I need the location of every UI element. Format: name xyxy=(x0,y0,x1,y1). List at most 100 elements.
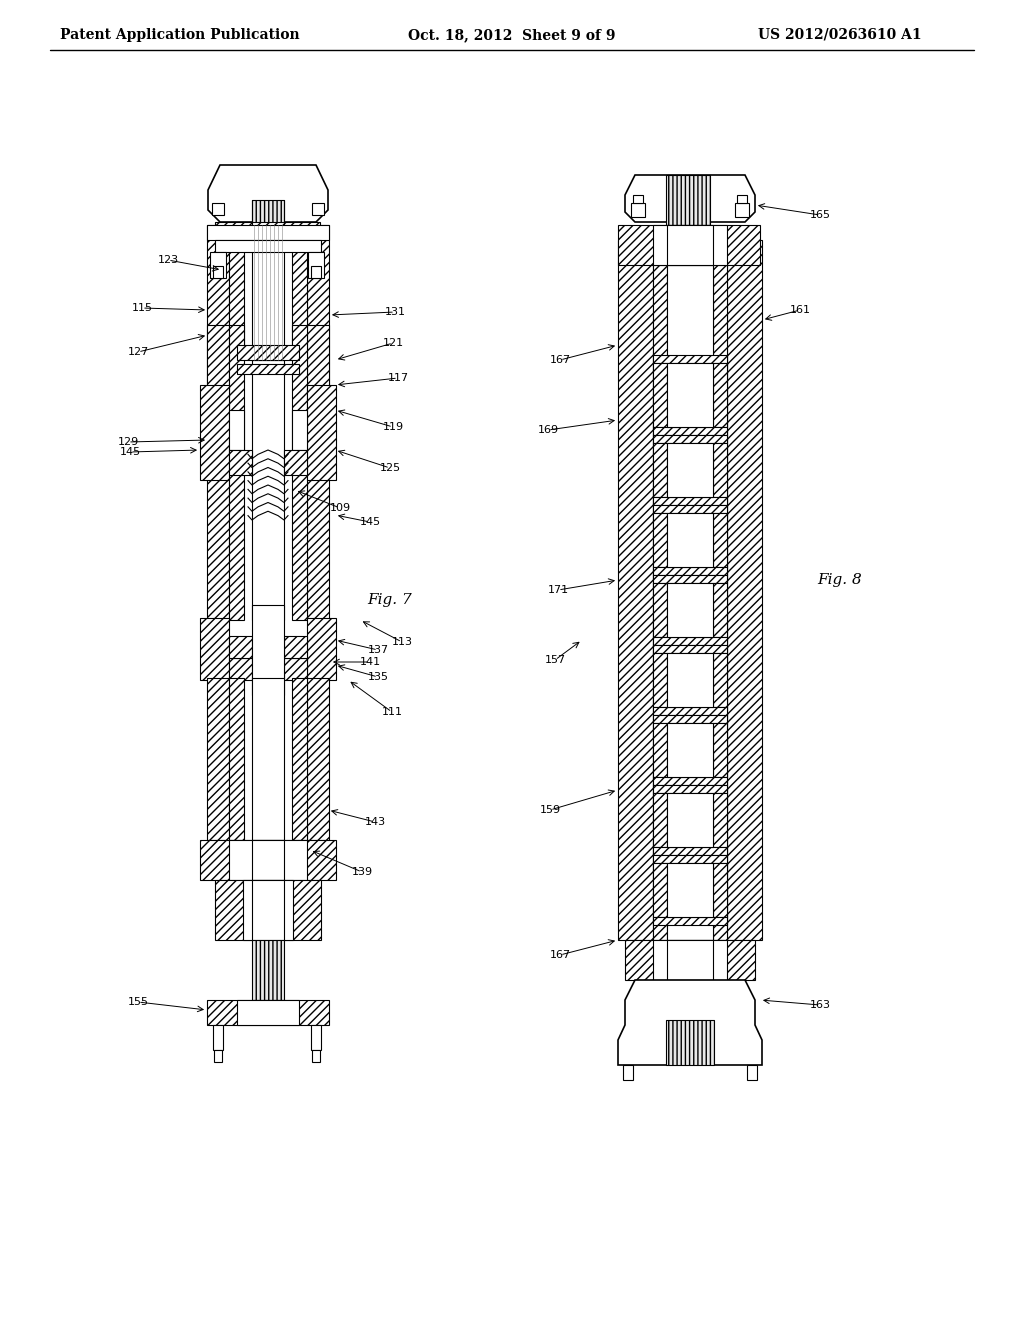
Text: US 2012/0263610 A1: US 2012/0263610 A1 xyxy=(758,28,922,42)
Bar xyxy=(667,513,713,568)
Bar xyxy=(653,645,727,653)
Text: 139: 139 xyxy=(351,867,373,876)
Polygon shape xyxy=(618,979,762,1065)
Text: 111: 111 xyxy=(382,708,402,717)
Bar xyxy=(653,436,727,444)
Bar xyxy=(667,940,713,979)
Bar xyxy=(252,678,284,840)
Bar xyxy=(653,855,727,863)
Bar xyxy=(713,793,727,847)
Text: 157: 157 xyxy=(545,655,565,665)
Bar xyxy=(252,880,284,940)
Text: 123: 123 xyxy=(158,255,178,265)
Bar xyxy=(653,708,727,715)
Bar xyxy=(625,940,755,979)
Bar xyxy=(284,450,307,475)
Bar xyxy=(667,863,713,917)
Text: 143: 143 xyxy=(365,817,386,828)
Bar xyxy=(229,224,244,345)
Bar xyxy=(312,1049,319,1063)
Bar xyxy=(618,224,760,265)
Bar xyxy=(746,1065,757,1080)
Bar xyxy=(713,583,727,638)
Bar xyxy=(727,240,762,940)
Bar xyxy=(653,513,667,568)
Text: 129: 129 xyxy=(118,437,138,447)
Bar xyxy=(237,364,299,374)
Bar xyxy=(252,840,284,880)
Bar xyxy=(307,678,329,840)
Bar xyxy=(653,653,667,708)
Bar xyxy=(653,723,667,777)
Text: 171: 171 xyxy=(548,585,568,595)
Text: 127: 127 xyxy=(127,347,148,356)
Bar xyxy=(713,653,727,708)
Bar xyxy=(212,203,224,215)
Text: 145: 145 xyxy=(359,517,381,527)
Bar xyxy=(307,618,336,680)
Bar xyxy=(623,1065,633,1080)
Bar xyxy=(200,618,229,680)
Bar xyxy=(735,203,749,216)
Bar xyxy=(713,513,727,568)
Bar xyxy=(653,638,727,645)
Bar xyxy=(200,385,229,480)
Bar xyxy=(284,657,307,680)
Bar xyxy=(667,224,713,265)
Text: 135: 135 xyxy=(368,672,388,682)
Bar xyxy=(237,1001,299,1026)
Bar xyxy=(207,1001,329,1026)
Text: 159: 159 xyxy=(540,805,560,814)
Bar xyxy=(653,847,727,855)
Text: 137: 137 xyxy=(368,645,388,655)
Text: 161: 161 xyxy=(790,305,811,315)
Text: 119: 119 xyxy=(382,422,403,432)
Bar xyxy=(737,195,746,203)
Text: 113: 113 xyxy=(391,638,413,647)
Text: 121: 121 xyxy=(382,338,403,348)
Bar xyxy=(653,715,727,723)
Bar xyxy=(292,678,307,840)
Text: 167: 167 xyxy=(550,950,570,960)
Text: 117: 117 xyxy=(387,374,409,383)
Bar xyxy=(229,840,307,880)
Text: 165: 165 xyxy=(810,210,830,220)
Bar xyxy=(653,224,727,265)
Bar xyxy=(213,267,223,279)
Bar xyxy=(653,785,727,793)
Text: 155: 155 xyxy=(128,997,148,1007)
Bar xyxy=(229,411,244,450)
Bar xyxy=(229,678,244,840)
Text: Patent Application Publication: Patent Application Publication xyxy=(60,28,300,42)
Bar xyxy=(653,426,727,436)
Bar xyxy=(653,355,727,363)
Bar xyxy=(667,240,713,940)
Polygon shape xyxy=(215,240,321,252)
Bar xyxy=(713,723,727,777)
Bar xyxy=(653,917,727,925)
Bar xyxy=(292,224,307,345)
Text: 145: 145 xyxy=(120,447,140,457)
Bar xyxy=(653,940,727,979)
Bar xyxy=(200,840,336,880)
Bar xyxy=(207,678,229,840)
Bar xyxy=(237,345,299,360)
Bar xyxy=(631,203,645,216)
Bar xyxy=(252,224,284,360)
Text: Fig. 7: Fig. 7 xyxy=(368,593,413,607)
Bar xyxy=(653,240,667,940)
Bar xyxy=(713,863,727,917)
Bar xyxy=(312,203,324,215)
Text: 131: 131 xyxy=(384,308,406,317)
Bar xyxy=(713,240,727,940)
Bar xyxy=(213,1026,223,1049)
Bar xyxy=(713,444,727,498)
Bar xyxy=(252,940,284,1001)
Bar xyxy=(252,360,284,620)
Bar xyxy=(215,880,321,940)
Bar xyxy=(229,325,244,620)
Bar xyxy=(667,793,713,847)
Bar xyxy=(207,224,229,400)
Text: 109: 109 xyxy=(330,503,350,513)
Bar xyxy=(307,224,329,400)
